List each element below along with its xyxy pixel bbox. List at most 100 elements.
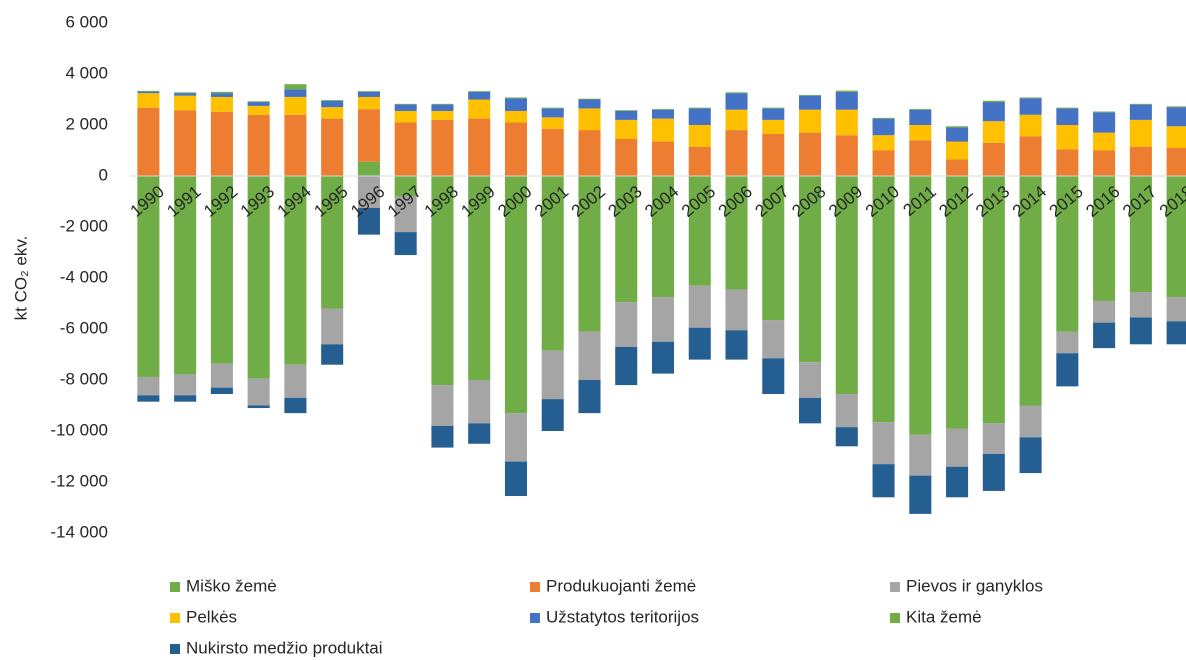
bar-segment: [982, 423, 1005, 454]
legend-label: Pievos ir ganyklos: [906, 576, 1043, 595]
y-tick-label: 4 000: [65, 63, 108, 82]
bar-segment: [1129, 292, 1152, 318]
bar-segment: [174, 176, 197, 375]
bar-segment: [909, 176, 932, 435]
bar-segment: [651, 341, 675, 374]
bar-segment: [541, 399, 564, 431]
legend-marker: [170, 613, 180, 623]
bar-segment: [1166, 107, 1186, 127]
bar-segment: [1056, 176, 1079, 332]
legend-marker: [530, 613, 540, 623]
bar-segment: [725, 109, 748, 131]
legend-marker: [170, 582, 180, 592]
bar-segment: [688, 176, 711, 286]
bar-segment: [468, 91, 491, 92]
bar-segment: [284, 397, 307, 414]
bar-segment: [688, 285, 711, 328]
bar-segment: [137, 90, 160, 92]
bar-segment: [1056, 108, 1079, 125]
bar-segment: [1129, 119, 1152, 147]
bar-segment: [174, 110, 197, 176]
y-tick-label: 0: [99, 165, 108, 184]
bar-segment: [541, 350, 564, 400]
bar-segment: [872, 464, 895, 498]
bar-segment: [651, 108, 675, 110]
legend-label: Pelkės: [186, 607, 237, 626]
bar-segment: [799, 132, 822, 176]
bar-segment: [394, 104, 417, 111]
bar-segment: [504, 97, 527, 99]
bar-segment: [321, 308, 344, 345]
bar-segment: [835, 90, 858, 92]
bar-segment: [762, 107, 785, 109]
legend-label: Miško žemė: [186, 576, 277, 595]
bar-segment: [1019, 98, 1042, 115]
bar-segment: [1056, 353, 1079, 387]
bar-segment: [1019, 437, 1042, 474]
bar-segment: [504, 461, 527, 497]
bar-segment: [799, 362, 822, 398]
bar-segment: [615, 110, 638, 120]
bar-segment: [578, 130, 601, 176]
bar-segment: [431, 110, 454, 120]
legend-marker: [170, 644, 180, 654]
bar-segment: [210, 363, 233, 388]
bar-segment: [909, 125, 932, 141]
bar-segment: [799, 95, 822, 110]
bar-segment: [725, 130, 748, 176]
bar-segment: [1129, 176, 1152, 293]
bar-segment: [137, 395, 160, 402]
bar-segment: [946, 126, 969, 128]
bar-segment: [762, 119, 785, 134]
bar-segment: [725, 92, 748, 94]
bar-segment: [982, 100, 1005, 103]
bar-segment: [1056, 107, 1079, 109]
bar-segment: [651, 297, 675, 342]
bar-segment: [578, 98, 601, 100]
bar-segment: [247, 102, 270, 106]
bar-segment: [1019, 136, 1042, 176]
bar-segment: [541, 176, 564, 351]
bar-segment: [762, 320, 785, 359]
bar-segment: [688, 327, 711, 360]
bar-segment: [578, 331, 601, 380]
bar-segment: [394, 196, 417, 233]
bar-segment: [1166, 297, 1186, 322]
bar-segment: [615, 119, 638, 140]
bar-segment: [394, 103, 417, 105]
y-tick-label: 2 000: [65, 114, 108, 133]
bar-segment: [1166, 176, 1186, 298]
bar-segment: [872, 422, 895, 465]
bar-segment: [909, 109, 932, 125]
bar-segment: [1093, 176, 1116, 301]
bar-segment: [578, 380, 601, 414]
bar-segment: [357, 176, 380, 208]
legend-label: Kita žemė: [906, 607, 982, 626]
bar-segment: [688, 107, 711, 109]
bar-segment: [615, 139, 638, 176]
bar-segment: [1129, 104, 1152, 120]
bar-segment: [1166, 106, 1186, 108]
bar-segment: [1093, 132, 1116, 151]
bar-segment: [210, 96, 233, 112]
bar-segment: [615, 302, 638, 347]
bar-segment: [357, 161, 380, 176]
bar-segment: [1166, 321, 1186, 345]
y-tick-label: -14 000: [50, 522, 108, 541]
bar-segment: [137, 176, 160, 377]
bar-segment: [799, 109, 822, 133]
bar-segment: [946, 141, 969, 160]
bar-segment: [247, 105, 270, 115]
bar-segment: [615, 346, 638, 386]
y-tick-label: -2 000: [60, 216, 108, 235]
bar-segment: [1129, 146, 1152, 176]
bar-segment: [835, 91, 858, 110]
bar-segment: [541, 107, 564, 109]
y-tick-label: -8 000: [60, 369, 108, 388]
y-tick-label: 6 000: [65, 12, 108, 31]
bar-segment: [137, 107, 160, 176]
legend-marker: [890, 613, 900, 623]
bar-segment: [762, 108, 785, 120]
legend-marker: [530, 582, 540, 592]
bar-segment: [835, 176, 858, 395]
